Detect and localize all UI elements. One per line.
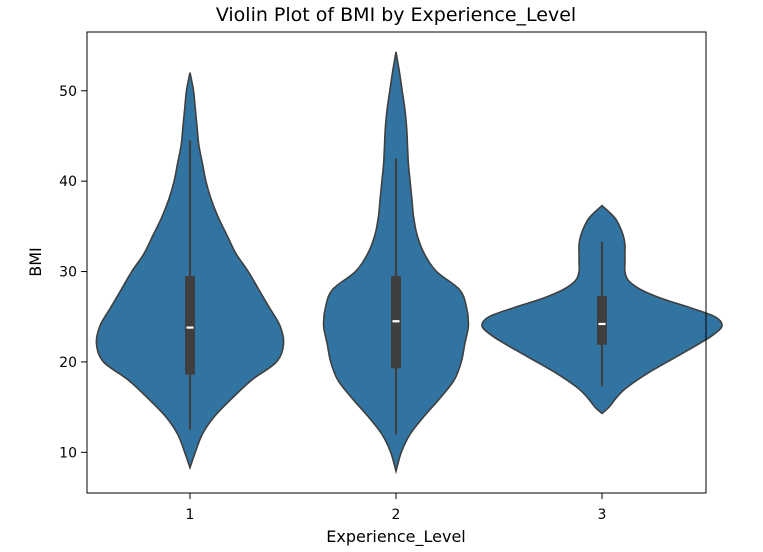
x-tick-label: 2 [392, 507, 401, 523]
y-tick-label: 40 [59, 174, 77, 190]
y-tick-label: 50 [59, 84, 77, 100]
x-tick-label: 1 [186, 507, 195, 523]
violin-group-2 [322, 51, 470, 475]
y-tick-label: 10 [59, 445, 77, 461]
y-tick-label: 20 [59, 355, 77, 371]
y-tick-label: 30 [59, 265, 77, 281]
violin-group-1 [95, 72, 285, 471]
x-tick-label: 3 [598, 507, 607, 523]
plot-area [95, 51, 723, 475]
chart-title: Violin Plot of BMI by Experience_Level [216, 4, 576, 26]
x-axis-label: Experience_Level [326, 527, 465, 547]
x-axis: 1 2 3 [186, 493, 607, 523]
y-axis-label: BMI [26, 247, 45, 277]
iqr-box [597, 295, 607, 345]
violin-group-3 [481, 204, 723, 415]
y-axis: 10 20 30 40 50 [59, 84, 87, 461]
iqr-box [185, 276, 195, 375]
